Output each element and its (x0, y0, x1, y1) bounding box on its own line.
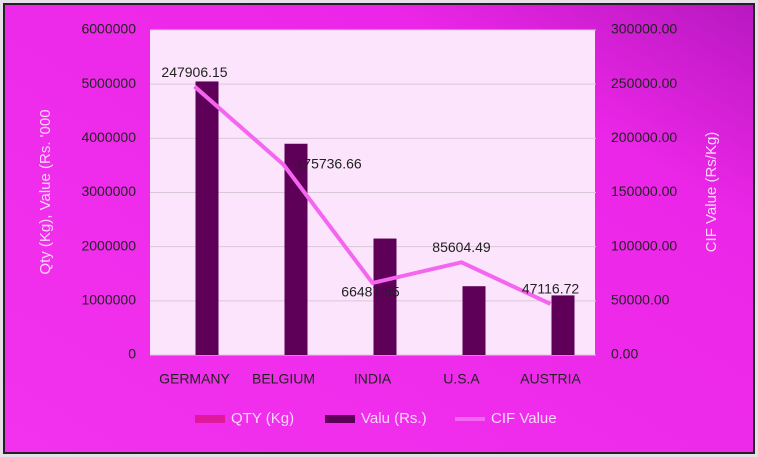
data-label: 66487.55 (341, 284, 400, 300)
legend-swatch (325, 415, 355, 423)
data-label: 175736.66 (296, 155, 362, 171)
legend-label: CIF Value (491, 410, 557, 427)
y-tick-label: 0 (128, 346, 136, 362)
y-tick-label: 3000000 (81, 183, 136, 199)
x-tick-label: BELGIUM (252, 371, 315, 387)
y2-tick-label: 300000.00 (611, 21, 677, 37)
y-tick-label: 1000000 (81, 292, 136, 308)
y2-tick-label: 0.00 (611, 346, 638, 362)
x-tick-label: AUSTRIA (520, 371, 581, 387)
x-tick-label: U.S.A (443, 371, 480, 387)
bar (551, 295, 575, 355)
y-tick-label: 4000000 (81, 129, 136, 145)
data-label: 47116.72 (522, 281, 580, 297)
legend-label: QTY (Kg) (231, 410, 294, 427)
y-tick-label: 2000000 (81, 237, 136, 253)
y-tick-label: 5000000 (81, 75, 136, 91)
y2-tick-label: 200000.00 (611, 129, 677, 145)
y2-tick-label: 100000.00 (611, 237, 677, 253)
bar (284, 143, 308, 355)
y2-axis-title: CIF Value (Rs/Kg) (703, 132, 720, 253)
x-tick-label: INDIA (354, 371, 392, 387)
line-series (193, 84, 552, 306)
bar (195, 81, 219, 355)
y-axis-title: Qty (Kg), Value (Rs. '000 (37, 109, 54, 274)
bar (373, 238, 397, 355)
bar (462, 286, 486, 355)
y2-tick-label: 50000.00 (611, 292, 670, 308)
legend-label: Valu (Rs.) (361, 410, 427, 427)
y-tick-label: 6000000 (81, 21, 136, 37)
legend-swatch (195, 415, 225, 423)
y2-tick-label: 250000.00 (611, 75, 677, 91)
data-label: 85604.49 (432, 239, 491, 255)
data-label: 247906.15 (161, 64, 227, 80)
y2-tick-label: 150000.00 (611, 183, 677, 199)
x-tick-label: GERMANY (159, 371, 230, 387)
